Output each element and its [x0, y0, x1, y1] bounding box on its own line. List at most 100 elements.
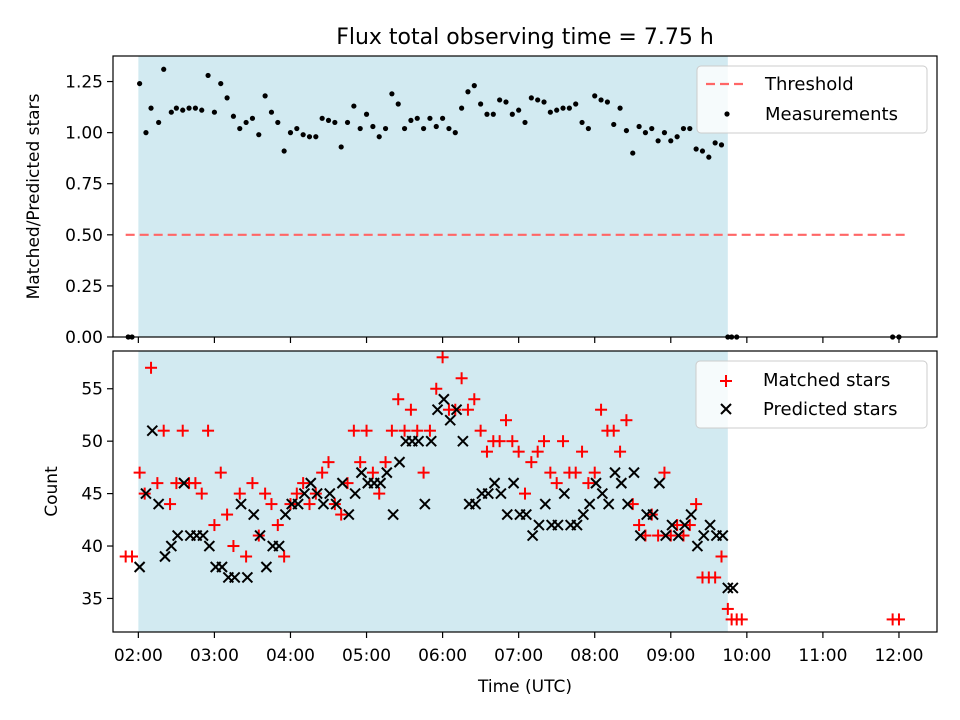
measurement-point: [680, 125, 687, 132]
predicted-star-point: [520, 508, 532, 521]
predicted-star-point: [419, 498, 431, 510]
predicted-star-point: [349, 487, 361, 500]
measurement-point: [319, 115, 325, 121]
legend-measurements-swatch: [724, 111, 730, 117]
x-axis-label: Time (UTC): [477, 677, 572, 697]
predicted-star-point: [571, 519, 583, 531]
x-tick-label: 05:00: [342, 646, 391, 666]
matched-star-point: [607, 424, 620, 437]
measurement-point: [687, 125, 693, 132]
predicted-star-point: [558, 487, 571, 500]
measurement-point: [395, 101, 401, 107]
measurement-point: [579, 119, 585, 126]
matched-star-point: [531, 445, 544, 458]
matched-star-point: [170, 477, 183, 490]
predicted-star-point: [203, 540, 216, 552]
measurement-point: [497, 97, 503, 103]
measurement-point: [414, 115, 420, 121]
measurement-point: [351, 103, 357, 109]
predicted-star-point: [216, 561, 228, 573]
top-legend: Threshold Measurements: [696, 65, 928, 134]
predicted-star-point: [381, 466, 393, 479]
predicted-star-point: [425, 435, 437, 447]
matched-star-point: [569, 466, 582, 479]
predicted-star-point: [260, 561, 273, 573]
matched-star-point: [544, 466, 557, 479]
matched-star-point: [316, 466, 329, 479]
matched-star-point: [709, 571, 722, 584]
predicted-star-point: [552, 519, 564, 531]
predicted-star-point: [609, 466, 621, 479]
measurement-point: [148, 105, 154, 111]
x-tick-label: 02:00: [114, 646, 163, 666]
x-tick-label: 12:00: [874, 646, 923, 666]
measurement-point: [554, 107, 560, 113]
top-y-tick-label: 0.50: [65, 226, 103, 246]
legend-predicted-swatch: [720, 403, 732, 415]
bottom-panel: 35 40 45 50 55 02:00 03:00 04:00 05:00 06:00 07:0…: [42, 350, 938, 697]
predicted-star-point: [691, 540, 704, 552]
measurement-point: [560, 105, 566, 111]
legend-matched-swatch: [720, 375, 732, 387]
measurement-point: [156, 119, 162, 126]
measurement-point: [642, 130, 649, 136]
matched-star-point: [715, 550, 728, 563]
bottom-legend: Matched stars Predicted stars: [695, 360, 928, 429]
measurement-point: [598, 97, 604, 103]
matched-star-point: [525, 456, 538, 469]
top-panel: 0.00 0.25 0.50 0.75 1.00 1.25 Matched/Predict…: [24, 55, 938, 348]
legend-matched-label: Matched stars: [763, 370, 890, 391]
matched-star-point: [227, 540, 240, 553]
predicted-star-point: [457, 435, 469, 447]
measurement-point: [230, 113, 237, 119]
predicted-star-point: [577, 508, 590, 521]
top-y-axis-label: Matched/Predicted stars: [24, 93, 44, 299]
measurement-point: [611, 121, 617, 128]
x-tick-label: 06:00: [418, 646, 467, 666]
bottom-y-ticks: 35 40 45 50 55: [81, 380, 113, 609]
matched-star-point: [290, 487, 303, 500]
predicted-star-point: [317, 498, 330, 510]
matched-star-point: [588, 466, 601, 479]
predicted-star-point: [235, 498, 247, 510]
predicted-star-point: [140, 487, 152, 500]
predicted-star-point: [165, 540, 178, 552]
measurement-point: [218, 80, 224, 87]
predicted-star-point: [292, 498, 304, 510]
predicted-star-point: [355, 466, 368, 479]
measurement-point: [180, 107, 186, 113]
matched-star-point: [246, 477, 259, 490]
measurement-point: [440, 115, 446, 121]
matched-star-point: [455, 372, 468, 385]
predicted-star-point: [717, 529, 729, 542]
measurement-point: [382, 125, 389, 132]
predicted-star-point: [298, 487, 311, 500]
measurement-point: [674, 134, 680, 140]
matched-star-point: [423, 424, 436, 437]
matched-star-point: [417, 466, 430, 479]
measurement-point: [661, 130, 668, 136]
measurement-point: [566, 105, 572, 111]
bottom-y-tick-label: 50: [81, 432, 103, 452]
measurement-point: [275, 119, 281, 126]
matched-star-point: [735, 613, 748, 626]
predicted-star-point: [324, 487, 336, 500]
measurement-point: [300, 132, 306, 138]
matched-star-point: [164, 498, 177, 511]
matched-star-point: [690, 498, 703, 511]
measurement-point: [401, 125, 408, 132]
x-tick-label: 10:00: [722, 646, 771, 666]
measurement-point: [528, 95, 534, 101]
legend-threshold-label: Threshold: [764, 74, 854, 95]
predicted-star-point: [279, 508, 292, 521]
measurement-point: [490, 111, 496, 117]
predicted-star-point: [343, 508, 355, 521]
matched-star-point: [468, 393, 481, 406]
measurement-point: [357, 125, 363, 132]
bottom-y-axis-label: Count: [42, 466, 62, 517]
measurement-point: [249, 115, 256, 121]
predicted-star-point: [152, 498, 165, 510]
measurement-point: [478, 101, 484, 107]
predicted-star-point: [647, 508, 659, 521]
